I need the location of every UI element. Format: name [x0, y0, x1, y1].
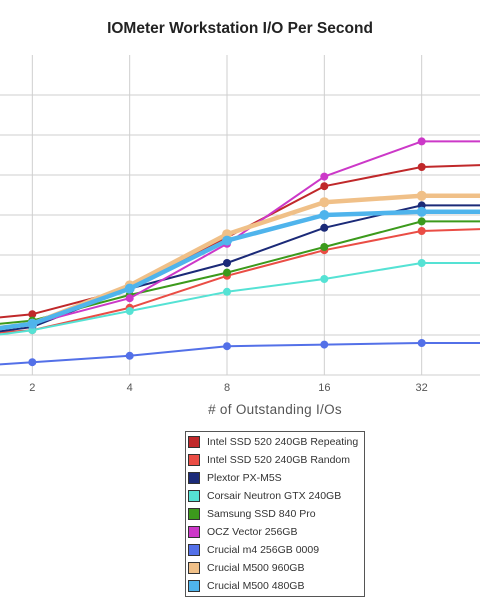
- data-point: [319, 197, 330, 208]
- data-point: [125, 351, 134, 360]
- data-point: [222, 235, 232, 246]
- legend-item: Samsung SSD 840 Pro: [188, 505, 364, 523]
- legend-swatch: [188, 508, 200, 520]
- x-tick-label: 32: [416, 382, 428, 394]
- x-tick-label: 2: [29, 382, 35, 394]
- legend-item: Corsair Neutron GTX 240GB: [188, 487, 364, 505]
- x-tick-label: 4: [127, 382, 133, 394]
- legend-item: OCZ Vector 256GB: [188, 523, 364, 541]
- data-point: [416, 206, 427, 217]
- legend-swatch: [188, 454, 200, 466]
- data-point: [416, 190, 427, 201]
- legend-item: Crucial M500 480GB: [188, 577, 364, 595]
- data-point: [223, 268, 231, 277]
- data-point: [320, 275, 329, 283]
- data-point: [417, 339, 426, 347]
- data-point: [124, 283, 135, 294]
- series-lines: [0, 137, 480, 367]
- series-group: [0, 259, 480, 336]
- legend-swatch: [188, 544, 200, 556]
- legend-swatch: [188, 472, 200, 484]
- data-point: [320, 340, 329, 349]
- legend-item: Crucial m4 256GB 0009: [188, 541, 364, 559]
- data-point: [320, 243, 329, 251]
- data-point: [125, 294, 134, 303]
- legend-item: Crucial M500 960GB: [188, 559, 364, 577]
- legend-label: Crucial M500 480GB: [207, 580, 305, 592]
- data-point: [28, 358, 37, 367]
- legend-label: OCZ Vector 256GB: [207, 526, 298, 538]
- chart-title: IOMeter Workstation I/O Per Second: [107, 20, 373, 37]
- series-line: [0, 342, 480, 366]
- data-point: [223, 342, 231, 351]
- data-point: [223, 287, 231, 296]
- data-point: [27, 318, 38, 329]
- data-point: [320, 182, 329, 191]
- chart-legend: Intel SSD 520 240GB Repeating Intel SSD 5…: [185, 431, 365, 597]
- x-tick-labels: 2 4 8 16 32: [29, 382, 428, 394]
- data-point: [417, 217, 426, 226]
- series-line: [0, 164, 480, 319]
- x-axis-label: # of Outstanding I/Os: [208, 402, 342, 417]
- legend-item: Plextor PX-M5S: [188, 469, 364, 487]
- x-tick-label: 16: [318, 382, 330, 394]
- legend-item: Intel SSD 520 240GB Repeating: [188, 433, 364, 451]
- legend-swatch: [188, 526, 200, 538]
- data-point: [320, 172, 329, 181]
- grid-lines: [0, 55, 480, 376]
- data-point: [417, 227, 426, 235]
- data-point: [320, 223, 329, 232]
- legend-item: Intel SSD 520 240GB Random: [188, 451, 364, 469]
- legend-swatch: [188, 562, 200, 574]
- legend-swatch: [188, 436, 200, 448]
- legend-label: Crucial m4 256GB 0009: [207, 544, 320, 556]
- data-point: [417, 163, 426, 171]
- legend-label: Corsair Neutron GTX 240GB: [207, 490, 342, 502]
- series-group: [0, 163, 480, 319]
- data-point: [417, 137, 426, 146]
- series-group: [0, 206, 480, 331]
- series-line: [0, 228, 480, 334]
- legend-label: Plextor PX-M5S: [207, 472, 282, 484]
- legend-label: Crucial M500 960GB: [207, 562, 305, 574]
- x-tick-label: 8: [224, 382, 230, 394]
- legend-label: Samsung SSD 840 Pro: [207, 508, 316, 520]
- legend-label: Intel SSD 520 240GB Repeating: [207, 436, 359, 448]
- legend-swatch: [188, 580, 200, 592]
- data-point: [417, 259, 426, 267]
- series-group: [0, 339, 480, 367]
- data-point: [319, 210, 330, 220]
- data-point: [28, 310, 37, 319]
- legend-swatch: [188, 490, 200, 502]
- data-point: [125, 307, 134, 315]
- legend-label: Intel SSD 520 240GB Random: [207, 454, 351, 466]
- data-point: [223, 259, 231, 267]
